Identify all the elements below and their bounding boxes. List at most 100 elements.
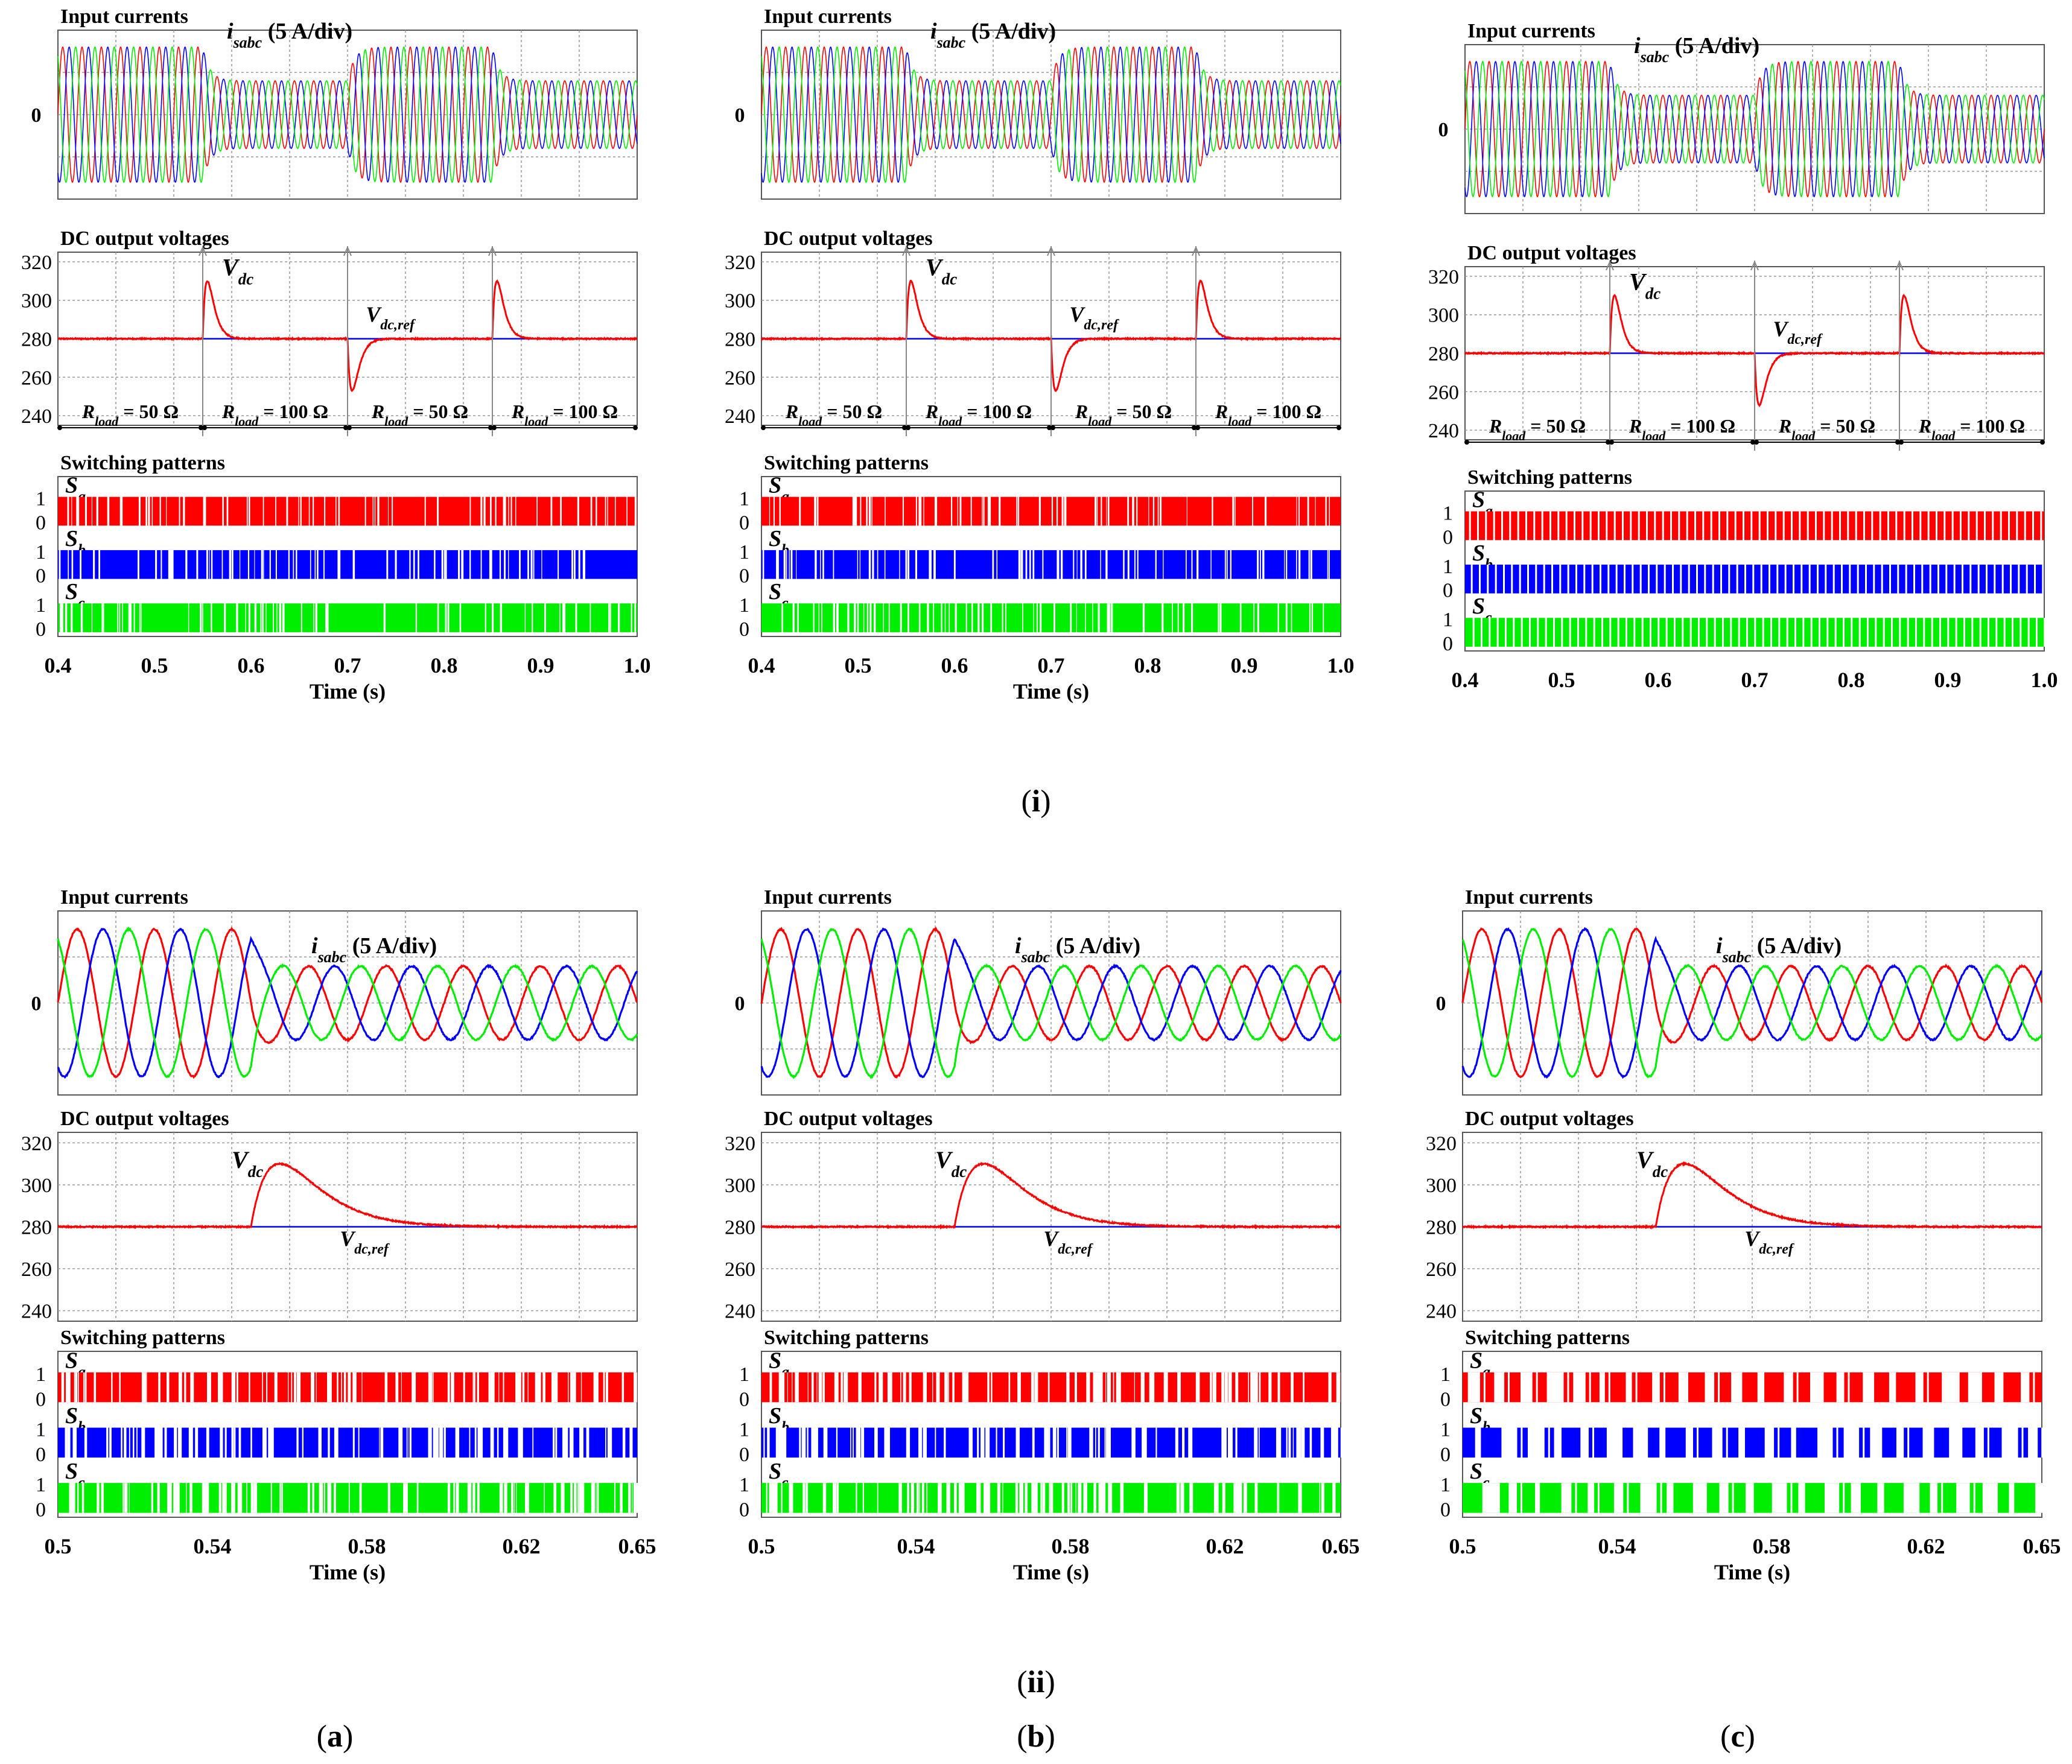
switch-gap [1222,1483,1225,1513]
switch-gap [1927,1372,1929,1403]
switch-gap [159,497,161,526]
switch-level-0: 0 [36,1388,46,1410]
current-trace-phase-b [1464,60,2045,198]
switch-gap [65,603,68,632]
switch-gap [190,1372,194,1403]
switch-gap [570,1483,572,1513]
switch-gap [801,1427,806,1458]
switch-gap [815,550,817,579]
switch-gap [905,550,907,579]
switch-gap [955,603,957,632]
switch-gap [1092,603,1093,632]
switch-gap [451,1372,454,1403]
switch-gap [334,1427,338,1458]
switch-gap [2036,618,2038,647]
voltage-ytick: 260 [21,1258,52,1281]
switch-gap [623,1427,626,1458]
switch-gap [503,497,505,526]
switch-gap [231,1372,236,1403]
switch-gap [562,603,565,632]
switch-gap [769,1372,772,1403]
switch-gap [510,497,512,526]
switch-gap [1903,511,1905,541]
switch-gap [1277,1372,1280,1403]
x-tick-label: 0.6 [238,653,265,677]
switch-gap [621,1372,624,1403]
switch-gap [177,1427,182,1458]
switch-gap [1907,618,1909,647]
switch-gap [857,550,859,579]
switch-gap [434,1427,439,1458]
switch-gap [1815,511,1817,541]
switch-gap [1061,1483,1064,1513]
switch-gap [269,550,271,579]
switch-gap [1968,511,1970,541]
switch-gap [1086,1372,1090,1403]
switch-gap [1040,1483,1042,1513]
switch-gap [261,550,263,579]
switch-gap [434,550,436,579]
switch-gap [231,1427,234,1458]
voltage-ytick: 280 [1428,343,1459,366]
switch-gap [860,1427,865,1458]
switch-gap [109,1427,112,1458]
switch-gap [1494,1372,1505,1403]
switch-gap [923,1427,927,1458]
switch-gap [844,1372,848,1403]
switch-gap [1678,511,1680,541]
switch-gap [383,603,386,632]
switch-gap [1986,564,1988,594]
switch-gap [1732,1483,1734,1513]
switch-gap [1791,1427,1796,1458]
switch-gap [1253,603,1255,632]
switch-gap [225,1483,227,1513]
switch-gap [154,1427,159,1458]
switch-gap [816,1372,818,1403]
switch-gap [1581,511,1584,541]
switch-gap [480,497,483,526]
switch-gap [124,1483,128,1513]
switch-gap [813,603,815,632]
switch-gap [247,550,250,579]
switch-gap [67,497,69,526]
switch-gap [178,1372,182,1403]
switch-level-1: 1 [1440,1474,1451,1496]
switch-gap [151,497,153,526]
x-tick-label: 0.65 [2023,1534,2061,1558]
switch-gap [316,1372,317,1403]
switch-gap [781,1483,783,1513]
x-axis-label: Time (s) [1714,1560,1790,1584]
switch-gap [1692,1483,1707,1513]
switch-gap [1469,511,1471,541]
switch-gap [490,497,492,526]
switch-gap [1778,618,1781,647]
switch-gap [1772,1483,1787,1513]
switch-gap [1825,1483,1840,1513]
switch-gap [160,550,162,579]
switch-gap [1254,1483,1258,1513]
switch-gap [1567,564,1569,594]
load-segment-label: Rload = 100 Ω [1629,415,1735,443]
switch-gap [398,1427,403,1458]
switch-gap [886,1427,890,1458]
switch-gap [983,497,985,526]
switch-gap [1875,618,1877,647]
switch-gap [1177,1372,1181,1403]
switch-gap [574,1483,577,1513]
switch-gap [107,497,110,526]
switch-gap [782,1427,787,1458]
switch-gap [1770,618,1772,647]
switch-gap [1069,1483,1070,1513]
voltage-ytick: 240 [21,405,52,428]
switch-gap [312,1483,314,1513]
x-tick-label: 1.0 [624,653,651,677]
currents-zero-label: 0 [31,104,42,127]
x-tick-label: 0.58 [348,1534,386,1558]
switch-gap [1667,1483,1674,1513]
switch-gap [1682,618,1684,647]
switch-gap [1704,564,1706,594]
switch-gap [1521,1427,1523,1458]
switch-gap [1640,1483,1657,1513]
switch-gap [1851,618,1853,647]
switch-gap [1569,618,1571,647]
